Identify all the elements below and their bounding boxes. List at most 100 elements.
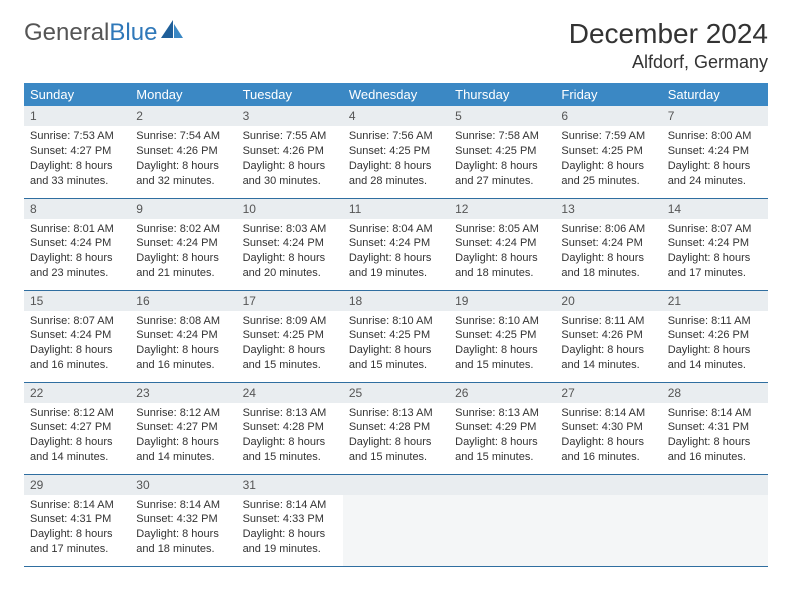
daylight-text: Daylight: 8 hours and 17 minutes.	[30, 527, 124, 557]
day-number: 8	[24, 199, 130, 219]
title-block: December 2024 Alfdorf, Germany	[569, 18, 768, 73]
sunset-text: Sunset: 4:26 PM	[243, 144, 337, 159]
day-info: Sunrise: 8:14 AMSunset: 4:31 PMDaylight:…	[24, 495, 130, 563]
daylight-text: Daylight: 8 hours and 16 minutes.	[30, 343, 124, 373]
calendar-cell: 2Sunrise: 7:54 AMSunset: 4:26 PMDaylight…	[130, 106, 236, 198]
calendar-cell: 9Sunrise: 8:02 AMSunset: 4:24 PMDaylight…	[130, 198, 236, 290]
logo-text-1: General	[24, 19, 109, 47]
weekday-header: Saturday	[662, 83, 768, 106]
sunset-text: Sunset: 4:25 PM	[561, 144, 655, 159]
day-number: 17	[237, 291, 343, 311]
daylight-text: Daylight: 8 hours and 18 minutes.	[561, 251, 655, 281]
sunrise-text: Sunrise: 8:12 AM	[136, 406, 230, 421]
day-info: Sunrise: 7:53 AMSunset: 4:27 PMDaylight:…	[24, 126, 130, 194]
weekday-header: Monday	[130, 83, 236, 106]
daylight-text: Daylight: 8 hours and 15 minutes.	[243, 435, 337, 465]
calendar-cell: 18Sunrise: 8:10 AMSunset: 4:25 PMDayligh…	[343, 290, 449, 382]
daylight-text: Daylight: 8 hours and 14 minutes.	[30, 435, 124, 465]
calendar-row: 8Sunrise: 8:01 AMSunset: 4:24 PMDaylight…	[24, 198, 768, 290]
sunset-text: Sunset: 4:24 PM	[349, 236, 443, 251]
day-number: 31	[237, 475, 343, 495]
calendar-cell: 16Sunrise: 8:08 AMSunset: 4:24 PMDayligh…	[130, 290, 236, 382]
calendar-cell: 26Sunrise: 8:13 AMSunset: 4:29 PMDayligh…	[449, 382, 555, 474]
calendar-cell: 22Sunrise: 8:12 AMSunset: 4:27 PMDayligh…	[24, 382, 130, 474]
daylight-text: Daylight: 8 hours and 20 minutes.	[243, 251, 337, 281]
calendar-cell: 5Sunrise: 7:58 AMSunset: 4:25 PMDaylight…	[449, 106, 555, 198]
weekday-header: Tuesday	[237, 83, 343, 106]
day-number: 12	[449, 199, 555, 219]
day-info: Sunrise: 8:13 AMSunset: 4:29 PMDaylight:…	[449, 403, 555, 471]
calendar-cell: 19Sunrise: 8:10 AMSunset: 4:25 PMDayligh…	[449, 290, 555, 382]
daylight-text: Daylight: 8 hours and 33 minutes.	[30, 159, 124, 189]
daylight-text: Daylight: 8 hours and 18 minutes.	[136, 527, 230, 557]
calendar-row: 15Sunrise: 8:07 AMSunset: 4:24 PMDayligh…	[24, 290, 768, 382]
sunset-text: Sunset: 4:25 PM	[349, 328, 443, 343]
calendar-cell: 13Sunrise: 8:06 AMSunset: 4:24 PMDayligh…	[555, 198, 661, 290]
day-info: Sunrise: 8:04 AMSunset: 4:24 PMDaylight:…	[343, 219, 449, 287]
daylight-text: Daylight: 8 hours and 21 minutes.	[136, 251, 230, 281]
daylight-text: Daylight: 8 hours and 14 minutes.	[136, 435, 230, 465]
day-info: Sunrise: 8:14 AMSunset: 4:32 PMDaylight:…	[130, 495, 236, 563]
day-number: 21	[662, 291, 768, 311]
page-header: GeneralBlue December 2024 Alfdorf, Germa…	[24, 18, 768, 73]
calendar-cell: 25Sunrise: 8:13 AMSunset: 4:28 PMDayligh…	[343, 382, 449, 474]
day-info: Sunrise: 8:14 AMSunset: 4:31 PMDaylight:…	[662, 403, 768, 471]
sunrise-text: Sunrise: 8:09 AM	[243, 314, 337, 329]
day-info: Sunrise: 8:13 AMSunset: 4:28 PMDaylight:…	[237, 403, 343, 471]
sunrise-text: Sunrise: 8:08 AM	[136, 314, 230, 329]
daylight-text: Daylight: 8 hours and 16 minutes.	[136, 343, 230, 373]
sunrise-text: Sunrise: 8:14 AM	[136, 498, 230, 513]
sunset-text: Sunset: 4:24 PM	[561, 236, 655, 251]
sunset-text: Sunset: 4:25 PM	[455, 144, 549, 159]
daylight-text: Daylight: 8 hours and 14 minutes.	[668, 343, 762, 373]
day-number: 11	[343, 199, 449, 219]
sunrise-text: Sunrise: 8:06 AM	[561, 222, 655, 237]
calendar-cell: 23Sunrise: 8:12 AMSunset: 4:27 PMDayligh…	[130, 382, 236, 474]
calendar-cell: 1Sunrise: 7:53 AMSunset: 4:27 PMDaylight…	[24, 106, 130, 198]
calendar-cell	[449, 474, 555, 566]
sunset-text: Sunset: 4:25 PM	[455, 328, 549, 343]
sunrise-text: Sunrise: 8:14 AM	[243, 498, 337, 513]
day-info: Sunrise: 7:55 AMSunset: 4:26 PMDaylight:…	[237, 126, 343, 194]
calendar-cell: 7Sunrise: 8:00 AMSunset: 4:24 PMDaylight…	[662, 106, 768, 198]
sunrise-text: Sunrise: 8:14 AM	[561, 406, 655, 421]
sunrise-text: Sunrise: 8:14 AM	[30, 498, 124, 513]
sunrise-text: Sunrise: 7:55 AM	[243, 129, 337, 144]
day-number: 1	[24, 106, 130, 126]
day-info: Sunrise: 7:56 AMSunset: 4:25 PMDaylight:…	[343, 126, 449, 194]
calendar-cell: 28Sunrise: 8:14 AMSunset: 4:31 PMDayligh…	[662, 382, 768, 474]
sunrise-text: Sunrise: 8:13 AM	[243, 406, 337, 421]
weekday-header: Wednesday	[343, 83, 449, 106]
day-number: 26	[449, 383, 555, 403]
sunrise-text: Sunrise: 7:56 AM	[349, 129, 443, 144]
day-number: 10	[237, 199, 343, 219]
day-number	[662, 475, 768, 495]
sunset-text: Sunset: 4:33 PM	[243, 512, 337, 527]
weekday-header: Sunday	[24, 83, 130, 106]
weekday-header: Thursday	[449, 83, 555, 106]
day-info: Sunrise: 8:05 AMSunset: 4:24 PMDaylight:…	[449, 219, 555, 287]
weekday-header: Friday	[555, 83, 661, 106]
calendar-cell: 14Sunrise: 8:07 AMSunset: 4:24 PMDayligh…	[662, 198, 768, 290]
sunset-text: Sunset: 4:24 PM	[30, 328, 124, 343]
daylight-text: Daylight: 8 hours and 15 minutes.	[349, 343, 443, 373]
day-info: Sunrise: 8:11 AMSunset: 4:26 PMDaylight:…	[555, 311, 661, 379]
calendar-cell: 27Sunrise: 8:14 AMSunset: 4:30 PMDayligh…	[555, 382, 661, 474]
sunset-text: Sunset: 4:25 PM	[243, 328, 337, 343]
day-info: Sunrise: 7:59 AMSunset: 4:25 PMDaylight:…	[555, 126, 661, 194]
day-info: Sunrise: 8:08 AMSunset: 4:24 PMDaylight:…	[130, 311, 236, 379]
daylight-text: Daylight: 8 hours and 16 minutes.	[668, 435, 762, 465]
sunrise-text: Sunrise: 8:01 AM	[30, 222, 124, 237]
calendar-cell: 4Sunrise: 7:56 AMSunset: 4:25 PMDaylight…	[343, 106, 449, 198]
day-number: 5	[449, 106, 555, 126]
sunset-text: Sunset: 4:26 PM	[136, 144, 230, 159]
day-number: 19	[449, 291, 555, 311]
daylight-text: Daylight: 8 hours and 18 minutes.	[455, 251, 549, 281]
sunrise-text: Sunrise: 8:14 AM	[668, 406, 762, 421]
day-number: 29	[24, 475, 130, 495]
calendar-row: 29Sunrise: 8:14 AMSunset: 4:31 PMDayligh…	[24, 474, 768, 566]
calendar-row: 1Sunrise: 7:53 AMSunset: 4:27 PMDaylight…	[24, 106, 768, 198]
sunset-text: Sunset: 4:24 PM	[30, 236, 124, 251]
sunset-text: Sunset: 4:24 PM	[136, 328, 230, 343]
sunrise-text: Sunrise: 8:11 AM	[561, 314, 655, 329]
